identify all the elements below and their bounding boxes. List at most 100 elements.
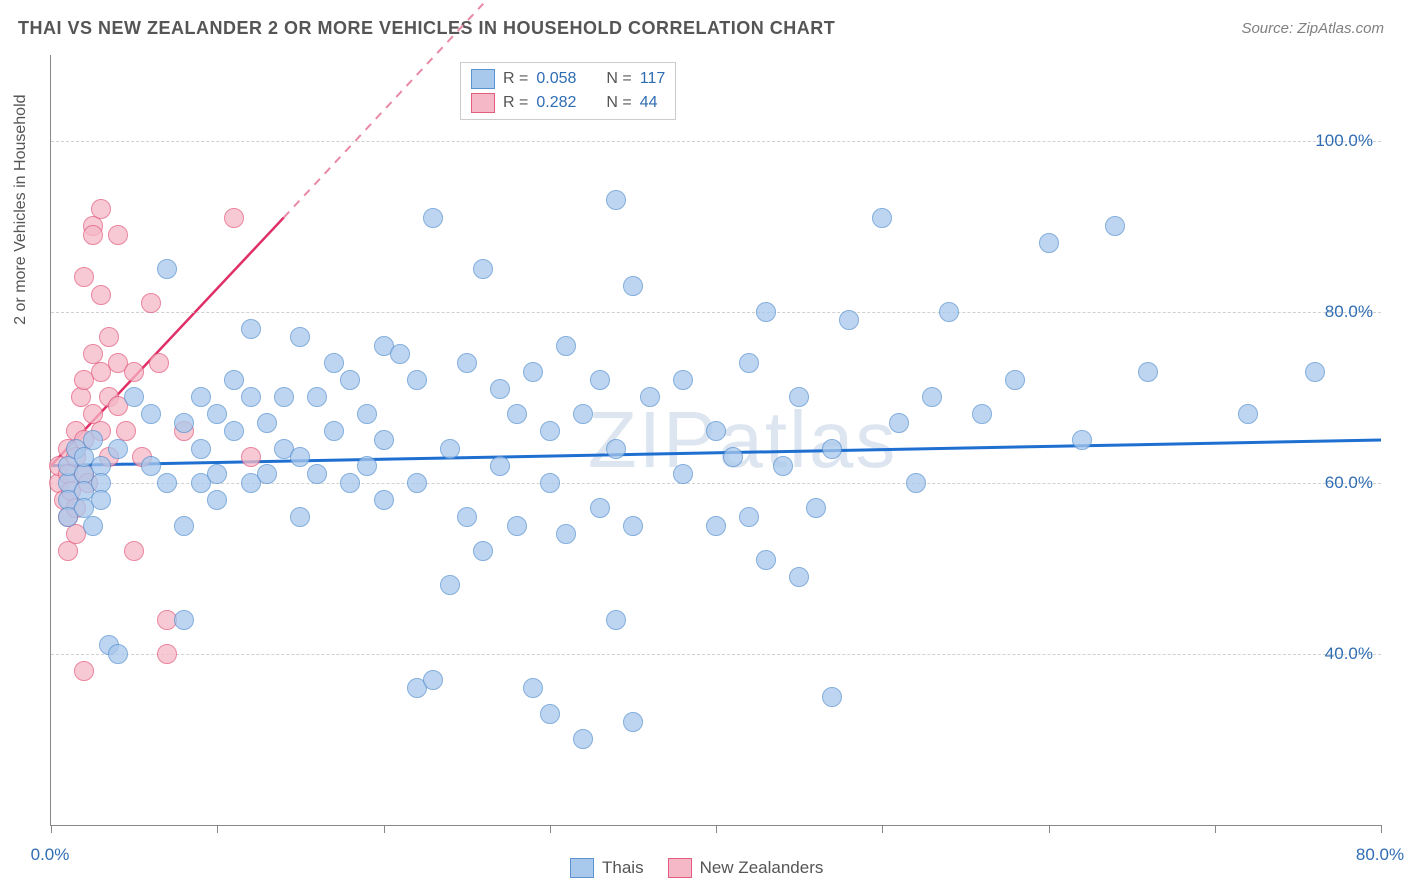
source-label: Source: ZipAtlas.com bbox=[1241, 20, 1384, 37]
data-point bbox=[972, 404, 992, 424]
legend-stats-row: R =0.282N =44 bbox=[471, 91, 665, 115]
data-point bbox=[423, 208, 443, 228]
data-point bbox=[1305, 362, 1325, 382]
data-point bbox=[174, 610, 194, 630]
data-point bbox=[1039, 233, 1059, 253]
gridline bbox=[51, 654, 1381, 655]
data-point bbox=[457, 507, 477, 527]
x-tick bbox=[217, 825, 218, 833]
gridline bbox=[51, 141, 1381, 142]
legend-swatch bbox=[471, 93, 495, 113]
data-point bbox=[241, 447, 261, 467]
legend-swatch bbox=[570, 858, 594, 878]
data-point bbox=[224, 208, 244, 228]
data-point bbox=[257, 464, 277, 484]
data-point bbox=[756, 550, 776, 570]
data-point bbox=[473, 259, 493, 279]
legend-series: ThaisNew Zealanders bbox=[570, 858, 823, 878]
data-point bbox=[523, 678, 543, 698]
data-point bbox=[91, 285, 111, 305]
data-point bbox=[58, 541, 78, 561]
data-point bbox=[739, 507, 759, 527]
data-point bbox=[822, 687, 842, 707]
data-point bbox=[340, 473, 360, 493]
data-point bbox=[573, 729, 593, 749]
data-point bbox=[872, 208, 892, 228]
chart-title: THAI VS NEW ZEALANDER 2 OR MORE VEHICLES… bbox=[18, 18, 835, 39]
data-point bbox=[623, 516, 643, 536]
data-point bbox=[83, 430, 103, 450]
data-point bbox=[590, 498, 610, 518]
data-point bbox=[141, 404, 161, 424]
data-point bbox=[191, 387, 211, 407]
y-tick-label: 80.0% bbox=[1325, 302, 1373, 322]
legend-stats-row: R =0.058N =117 bbox=[471, 67, 665, 91]
data-point bbox=[739, 353, 759, 373]
data-point bbox=[141, 293, 161, 313]
x-tick-label: 0.0% bbox=[31, 845, 70, 865]
legend-series-item: New Zealanders bbox=[668, 858, 824, 878]
data-point bbox=[257, 413, 277, 433]
legend-n-label: N = bbox=[606, 70, 631, 88]
data-point bbox=[590, 370, 610, 390]
data-point bbox=[99, 327, 119, 347]
data-point bbox=[440, 439, 460, 459]
data-point bbox=[673, 464, 693, 484]
data-point bbox=[473, 541, 493, 561]
data-point bbox=[224, 421, 244, 441]
data-point bbox=[556, 336, 576, 356]
legend-n-value: 117 bbox=[640, 70, 666, 88]
data-point bbox=[806, 498, 826, 518]
data-point bbox=[224, 370, 244, 390]
data-point bbox=[124, 387, 144, 407]
legend-swatch bbox=[668, 858, 692, 878]
data-point bbox=[623, 276, 643, 296]
regression-line bbox=[51, 218, 284, 466]
data-point bbox=[91, 490, 111, 510]
data-point bbox=[374, 430, 394, 450]
data-point bbox=[91, 199, 111, 219]
data-point bbox=[490, 379, 510, 399]
data-point bbox=[207, 464, 227, 484]
data-point bbox=[108, 644, 128, 664]
data-point bbox=[423, 670, 443, 690]
data-point bbox=[922, 387, 942, 407]
data-point bbox=[906, 473, 926, 493]
data-point bbox=[640, 387, 660, 407]
data-point bbox=[606, 439, 626, 459]
data-point bbox=[540, 473, 560, 493]
data-point bbox=[207, 404, 227, 424]
data-point bbox=[723, 447, 743, 467]
plot-area: ZIPatlas 40.0%60.0%80.0%100.0% bbox=[50, 55, 1381, 826]
data-point bbox=[157, 473, 177, 493]
data-point bbox=[556, 524, 576, 544]
data-point bbox=[407, 370, 427, 390]
data-point bbox=[108, 439, 128, 459]
data-point bbox=[324, 421, 344, 441]
data-point bbox=[540, 704, 560, 724]
data-point bbox=[307, 387, 327, 407]
x-tick bbox=[51, 825, 52, 833]
y-tick-label: 60.0% bbox=[1325, 473, 1373, 493]
data-point bbox=[124, 362, 144, 382]
chart-container: THAI VS NEW ZEALANDER 2 OR MORE VEHICLES… bbox=[0, 0, 1406, 892]
x-tick bbox=[1049, 825, 1050, 833]
y-axis-label: 2 or more Vehicles in Household bbox=[12, 94, 30, 324]
data-point bbox=[540, 421, 560, 441]
x-tick bbox=[1381, 825, 1382, 833]
data-point bbox=[241, 319, 261, 339]
data-point bbox=[74, 267, 94, 287]
legend-r-label: R = bbox=[503, 70, 528, 88]
data-point bbox=[756, 302, 776, 322]
data-point bbox=[74, 661, 94, 681]
data-point bbox=[83, 225, 103, 245]
legend-stats: R =0.058N =117R =0.282N =44 bbox=[460, 62, 676, 120]
x-tick bbox=[384, 825, 385, 833]
data-point bbox=[1138, 362, 1158, 382]
data-point bbox=[141, 456, 161, 476]
data-point bbox=[1105, 216, 1125, 236]
data-point bbox=[274, 387, 294, 407]
data-point bbox=[290, 327, 310, 347]
data-point bbox=[789, 387, 809, 407]
legend-swatch bbox=[471, 69, 495, 89]
